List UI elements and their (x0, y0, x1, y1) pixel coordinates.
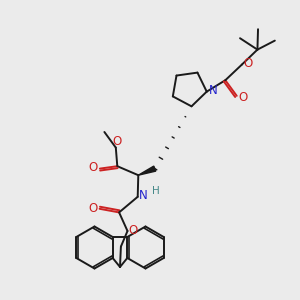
Polygon shape (138, 166, 156, 175)
Text: O: O (112, 135, 122, 148)
Text: N: N (209, 84, 218, 97)
Text: O: O (238, 91, 248, 104)
Text: O: O (89, 161, 98, 174)
Text: O: O (243, 57, 253, 70)
Text: O: O (88, 202, 98, 215)
Text: N: N (139, 189, 148, 202)
Text: H: H (152, 186, 160, 197)
Text: O: O (128, 224, 137, 237)
